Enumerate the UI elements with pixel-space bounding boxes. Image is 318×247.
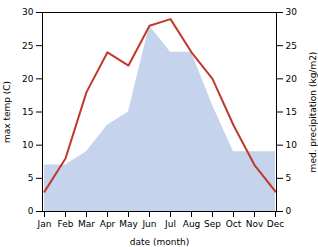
svg-text:10: 10 [22,140,34,150]
svg-text:max temp (C): max temp (C) [2,81,12,143]
svg-text:Sep: Sep [204,219,221,229]
svg-text:30: 30 [286,7,298,17]
svg-text:Apr: Apr [100,219,116,229]
svg-text:0: 0 [286,206,292,216]
svg-text:Aug: Aug [183,219,201,229]
svg-text:10: 10 [286,140,298,150]
svg-text:30: 30 [22,7,34,17]
svg-text:15: 15 [286,107,297,117]
svg-text:Jun: Jun [141,219,156,229]
svg-text:Dec: Dec [267,219,284,229]
svg-text:20: 20 [286,74,298,84]
svg-text:Jan: Jan [37,219,52,229]
svg-text:Nov: Nov [246,219,264,229]
svg-text:20: 20 [22,74,34,84]
svg-text:5: 5 [28,173,34,183]
svg-text:Mar: Mar [78,219,95,229]
svg-text:date (month): date (month) [130,237,189,247]
svg-text:0: 0 [28,206,34,216]
svg-text:25: 25 [22,41,33,51]
svg-text:Feb: Feb [58,219,74,229]
svg-text:Oct: Oct [226,219,242,229]
svg-text:5: 5 [286,173,292,183]
svg-text:25: 25 [286,41,297,51]
svg-text:med. precipitation (kg/m2): med. precipitation (kg/m2) [308,52,318,173]
svg-text:May: May [119,219,138,229]
svg-text:Jul: Jul [164,219,176,229]
svg-text:15: 15 [22,107,33,117]
